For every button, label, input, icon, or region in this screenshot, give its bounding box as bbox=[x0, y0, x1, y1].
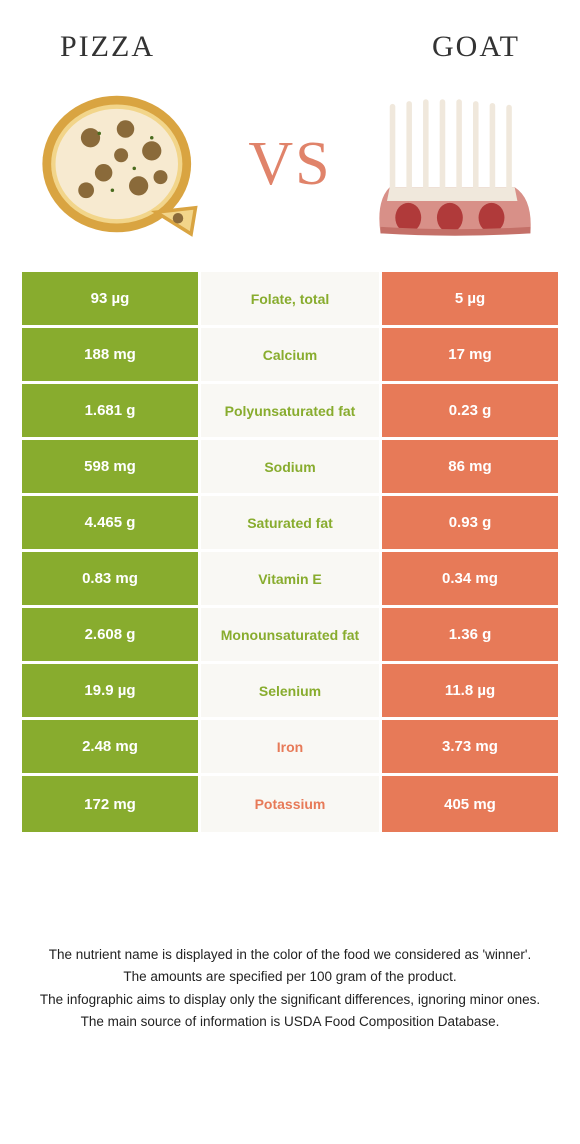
value-right: 3.73 mg bbox=[382, 720, 558, 773]
table-row: 19.9 µgSelenium11.8 µg bbox=[22, 664, 558, 720]
value-left: 0.83 mg bbox=[22, 552, 198, 605]
nutrient-table: 93 µgFolate, total5 µg188 mgCalcium17 mg… bbox=[19, 269, 561, 835]
value-right: 0.93 g bbox=[382, 496, 558, 549]
value-right: 11.8 µg bbox=[382, 664, 558, 717]
value-left: 598 mg bbox=[22, 440, 198, 493]
hero-row: VS bbox=[0, 84, 580, 269]
value-right: 405 mg bbox=[382, 776, 558, 832]
value-left: 19.9 µg bbox=[22, 664, 198, 717]
table-row: 2.48 mgIron3.73 mg bbox=[22, 720, 558, 776]
table-row: 598 mgSodium86 mg bbox=[22, 440, 558, 496]
nutrient-name: Saturated fat bbox=[198, 496, 382, 549]
value-right: 0.23 g bbox=[382, 384, 558, 437]
nutrient-name: Polyunsaturated fat bbox=[198, 384, 382, 437]
table-row: 172 mgPotassium405 mg bbox=[22, 776, 558, 832]
value-left: 2.608 g bbox=[22, 608, 198, 661]
nutrient-name: Potassium bbox=[198, 776, 382, 832]
nutrient-name: Vitamin E bbox=[198, 552, 382, 605]
titles-row: Pizza Goat bbox=[0, 0, 580, 84]
value-left: 2.48 mg bbox=[22, 720, 198, 773]
value-left: 93 µg bbox=[22, 272, 198, 325]
title-left: Pizza bbox=[60, 30, 155, 64]
footer-line: The amounts are specified per 100 gram o… bbox=[30, 967, 550, 987]
nutrient-name: Sodium bbox=[198, 440, 382, 493]
table-row: 188 mgCalcium17 mg bbox=[22, 328, 558, 384]
footer-line: The infographic aims to display only the… bbox=[30, 990, 550, 1010]
goat-icon bbox=[360, 84, 550, 244]
value-right: 1.36 g bbox=[382, 608, 558, 661]
value-right: 86 mg bbox=[382, 440, 558, 493]
footer-line: The nutrient name is displayed in the co… bbox=[30, 945, 550, 965]
nutrient-name: Monounsaturated fat bbox=[198, 608, 382, 661]
nutrient-name: Selenium bbox=[198, 664, 382, 717]
value-left: 1.681 g bbox=[22, 384, 198, 437]
title-right: Goat bbox=[432, 30, 520, 64]
nutrient-name: Folate, total bbox=[198, 272, 382, 325]
vs-label: VS bbox=[248, 129, 331, 200]
value-right: 5 µg bbox=[382, 272, 558, 325]
pizza-icon bbox=[30, 84, 220, 244]
table-row: 93 µgFolate, total5 µg bbox=[22, 272, 558, 328]
value-right: 17 mg bbox=[382, 328, 558, 381]
nutrient-name: Calcium bbox=[198, 328, 382, 381]
table-row: 2.608 gMonounsaturated fat1.36 g bbox=[22, 608, 558, 664]
table-row: 1.681 gPolyunsaturated fat0.23 g bbox=[22, 384, 558, 440]
value-right: 0.34 mg bbox=[382, 552, 558, 605]
footer-notes: The nutrient name is displayed in the co… bbox=[0, 835, 580, 1032]
value-left: 4.465 g bbox=[22, 496, 198, 549]
value-left: 172 mg bbox=[22, 776, 198, 832]
table-row: 0.83 mgVitamin E0.34 mg bbox=[22, 552, 558, 608]
value-left: 188 mg bbox=[22, 328, 198, 381]
table-row: 4.465 gSaturated fat0.93 g bbox=[22, 496, 558, 552]
footer-line: The main source of information is USDA F… bbox=[30, 1012, 550, 1032]
comparison-infographic: Pizza Goat bbox=[0, 0, 580, 1032]
nutrient-name: Iron bbox=[198, 720, 382, 773]
